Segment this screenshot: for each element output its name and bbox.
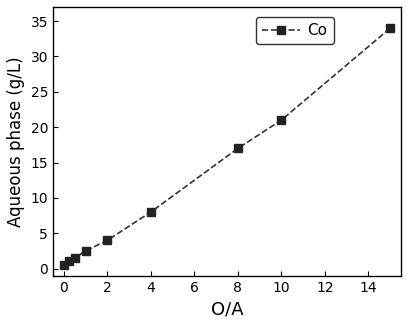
Co (235, 147, 240, 150)
Co (149, 210, 153, 214)
Co (105, 238, 110, 242)
Legend: Co: Co (255, 17, 334, 45)
Co (62, 263, 67, 267)
Co (72, 256, 77, 260)
Co (67, 260, 72, 264)
Co (388, 26, 392, 30)
Co (279, 118, 284, 122)
Co (83, 249, 88, 253)
Line: Co: Co (60, 24, 395, 269)
Y-axis label: Aqueous phase (g/L): Aqueous phase (g/L) (7, 56, 25, 227)
X-axis label: O/A: O/A (211, 300, 243, 318)
